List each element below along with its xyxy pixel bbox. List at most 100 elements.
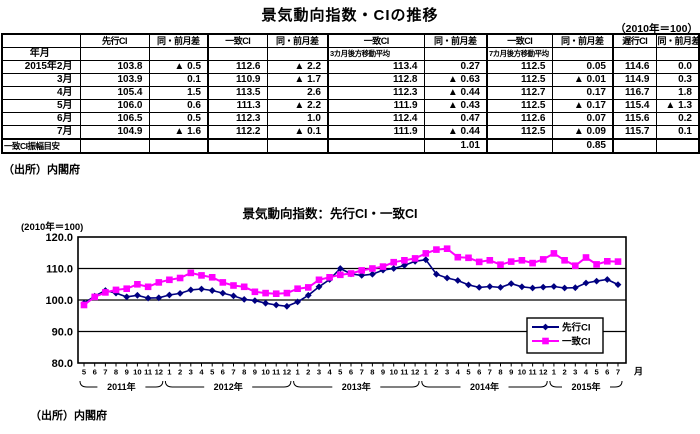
- table-cell: ▲ 0.5: [148, 60, 209, 74]
- table-header-cell: [612, 47, 657, 61]
- x-tick-label: 1: [295, 368, 300, 377]
- table-cell: [327, 138, 425, 154]
- diamond-marker: [176, 290, 184, 297]
- y-tick-label: 120.0: [45, 232, 73, 244]
- table-cell: 112.4: [327, 112, 425, 126]
- table-cell: 115.6: [612, 112, 657, 126]
- table-cell: [79, 138, 150, 154]
- table-cell: 112.3: [327, 86, 425, 100]
- x-tick-label: 6: [349, 368, 353, 377]
- x-tick-label: 12: [411, 368, 419, 377]
- x-tick-label: 4: [584, 368, 589, 377]
- y-tick-label: 90.0: [52, 326, 73, 338]
- table-cell: ▲ 0.09: [551, 125, 614, 140]
- y-tick-label: 110.0: [46, 263, 73, 275]
- table-cell: [148, 138, 209, 154]
- x-tick-label: 7: [616, 368, 620, 377]
- source-note: （出所）内閣府: [3, 164, 80, 176]
- table-cell: 112.5: [486, 60, 553, 74]
- year-brace: [549, 380, 562, 388]
- square-marker: [272, 290, 280, 297]
- x-tick-label: 3: [445, 368, 449, 377]
- x-tick-label: 6: [477, 368, 481, 377]
- square-marker: [262, 289, 269, 297]
- square-marker: [294, 285, 301, 292]
- x-tick-label: 2: [562, 368, 566, 377]
- x-tick-label: 7: [360, 368, 364, 377]
- square-marker: [166, 276, 173, 284]
- table-cell: 0.05: [551, 60, 614, 74]
- diamond-marker: [166, 291, 173, 299]
- table-header-cell: [148, 47, 209, 61]
- table-cell: [266, 138, 329, 154]
- square-marker: [422, 250, 430, 257]
- diamond-marker: [582, 279, 590, 287]
- table-cell: 2015年2月: [1, 60, 81, 74]
- table-cell: 111.3: [207, 99, 268, 113]
- table-cell: 115.4: [612, 99, 657, 113]
- x-tick-label: 4: [199, 368, 204, 377]
- table-cell: 0.2: [655, 112, 700, 126]
- table-header-cell: 同・前月差: [551, 33, 614, 48]
- table-cell: 0.1: [148, 73, 209, 87]
- table-row: 年月 3カ月後方移動平均 7カ月後方移動平均: [1, 47, 700, 61]
- page-title: 景気動向指数・CIの推移: [261, 7, 439, 24]
- square-marker: [326, 274, 333, 281]
- table-cell: ▲ 2.2: [266, 60, 329, 74]
- square-marker: [80, 301, 88, 309]
- x-tick-label: 10: [133, 368, 141, 377]
- square-marker: [529, 259, 536, 267]
- table-header-cell: 同・前月差: [266, 33, 329, 48]
- x-tick-label: 5: [82, 368, 87, 377]
- legend-label: 先行CI: [562, 321, 591, 333]
- chart-unit-label: (2010年＝100): [21, 222, 84, 233]
- year-label: 2015年: [571, 381, 600, 392]
- square-marker: [465, 254, 472, 262]
- x-tick-label: 9: [253, 368, 257, 377]
- table-cell: [612, 138, 657, 154]
- table-cell: 112.6: [486, 112, 553, 126]
- diamond-marker: [401, 262, 408, 269]
- table-cell: 110.9: [207, 73, 268, 87]
- table-cell: 0.1: [655, 125, 700, 140]
- diamond-marker: [251, 297, 259, 304]
- diamond-marker: [465, 281, 472, 289]
- ci-table-body: 先行CI 同・前月差 一致CI 同・前月差 一致CI 同・前月差 一致CI 同・前月差 遅行CI…: [1, 33, 700, 154]
- table-header-cell: 一致CI: [486, 33, 553, 48]
- square-marker: [593, 261, 600, 268]
- square-marker: [475, 258, 483, 266]
- table-cell: [207, 138, 268, 154]
- year-brace: [79, 380, 98, 388]
- diamond-marker: [507, 280, 515, 287]
- table-header-cell: 同・前月差: [655, 33, 700, 48]
- x-tick-label: 3: [189, 368, 193, 377]
- table-header-cell: [207, 47, 268, 61]
- plot-border: [77, 236, 627, 364]
- square-marker: [198, 272, 205, 279]
- table-cell: 112.7: [486, 86, 553, 100]
- x-tick-label: 5: [594, 368, 599, 377]
- table-cell: 0.6: [148, 99, 209, 113]
- diamond-marker: [272, 301, 280, 309]
- table-cell: 7月: [1, 125, 81, 140]
- table-header-cell: [655, 47, 700, 61]
- table-cell: 1.01: [423, 138, 488, 154]
- ci-data-table: 先行CI 同・前月差 一致CI 同・前月差 一致CI 同・前月差 一致CI 同・前月差 遅行CI…: [1, 33, 700, 154]
- series-line-leading: [83, 258, 619, 308]
- diamond-marker: [208, 287, 216, 294]
- x-tick-label: 11: [529, 368, 538, 377]
- table-cell: 106.0: [79, 99, 150, 113]
- diamond-marker: [486, 283, 494, 290]
- table-cell: 3月: [1, 73, 81, 87]
- x-tick-label: 1: [424, 368, 429, 377]
- square-marker: [539, 256, 547, 263]
- table-cell: 112.2: [207, 125, 268, 140]
- square-marker: [240, 283, 248, 291]
- table-cell: ▲ 1.6: [148, 125, 209, 140]
- table-cell: 0.17: [551, 86, 614, 100]
- x-tick-label: 8: [498, 368, 502, 377]
- square-marker: [305, 284, 312, 291]
- table-cell: 103.8: [79, 60, 150, 74]
- table-cell: ▲ 0.17: [551, 99, 614, 113]
- x-tick-label: 10: [261, 368, 269, 377]
